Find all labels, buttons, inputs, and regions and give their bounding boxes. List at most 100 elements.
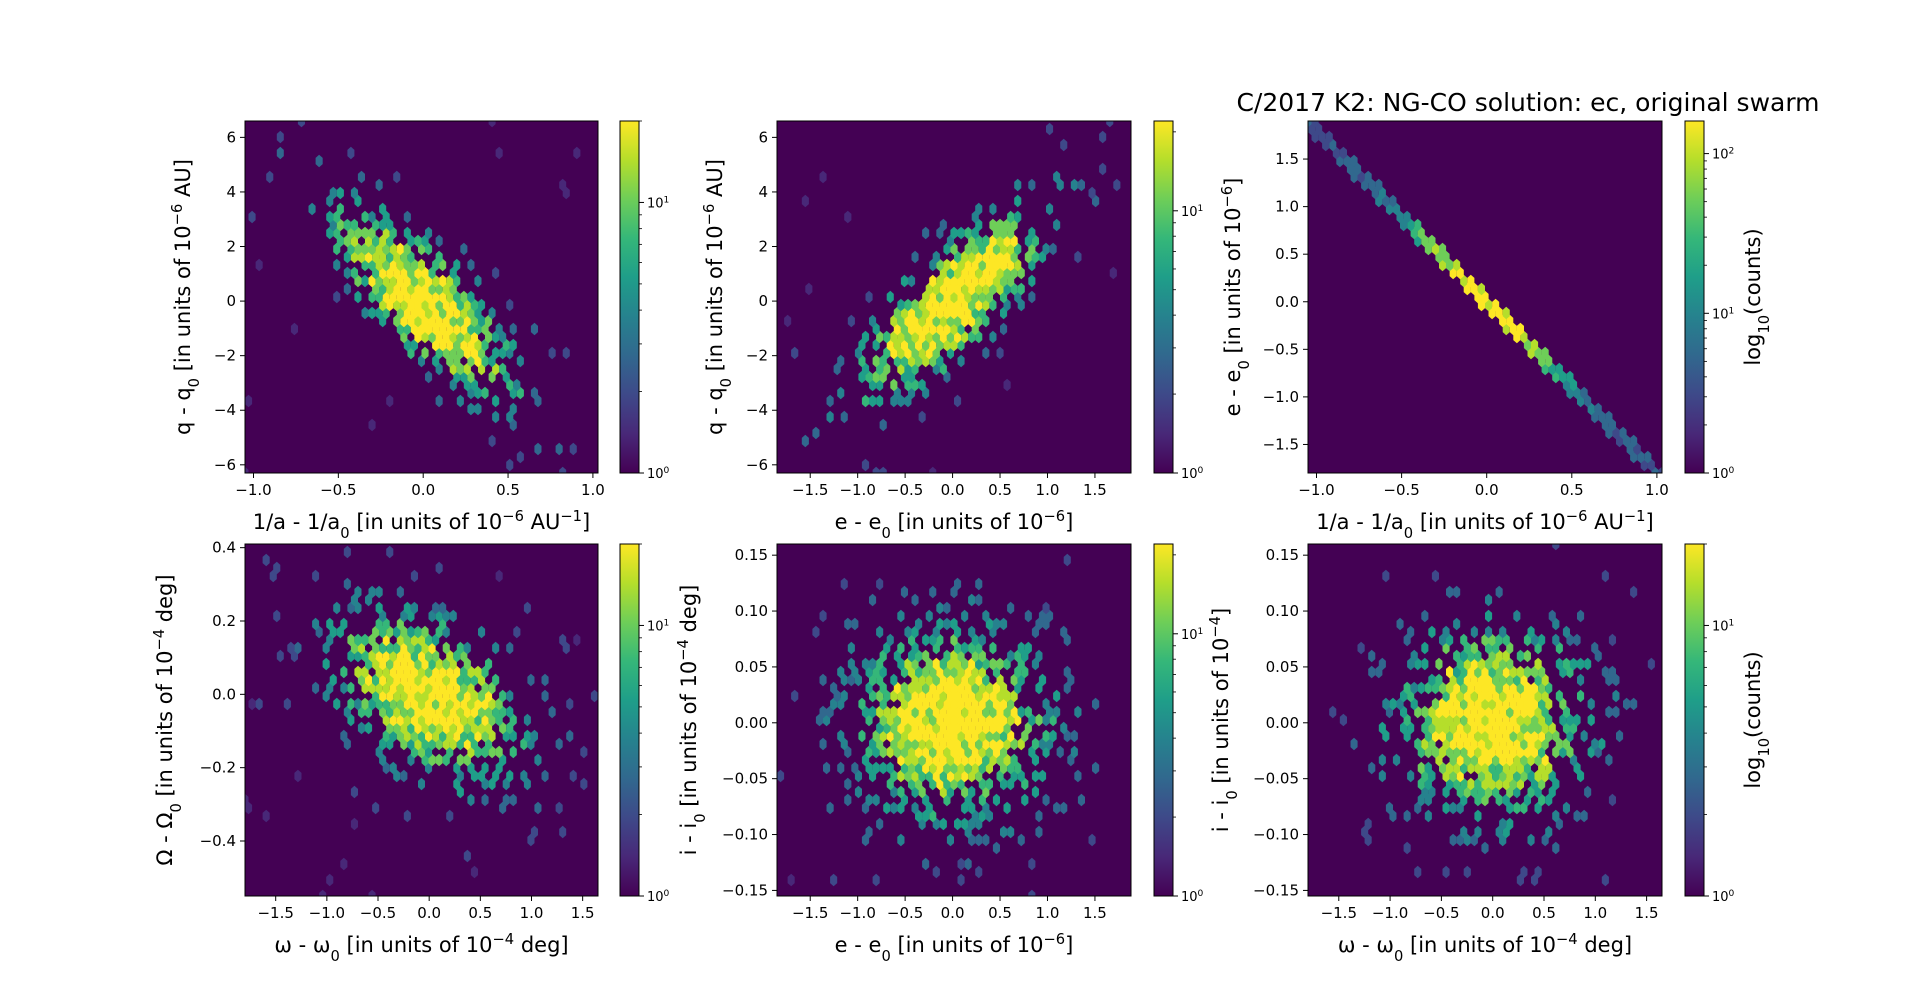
hexbin-cell [485, 314, 493, 328]
hexbin-cell [915, 809, 923, 823]
hexbin-cell [1035, 713, 1043, 727]
hexbin-cell [961, 689, 969, 703]
hexbin-cell [1474, 809, 1482, 823]
hexbin-cell [1555, 657, 1563, 671]
hexbin-cell [1555, 689, 1563, 703]
hexbin-cell [992, 258, 1000, 272]
hexbin-cell [1028, 857, 1036, 871]
hexbin-cell [908, 761, 916, 775]
y-tick-label: 0.0 [1275, 293, 1299, 311]
hexbin-cell [407, 625, 415, 639]
hexbin-cell [435, 625, 443, 639]
hexbin-cell [968, 282, 976, 296]
colorbar-tick-label: 100 [1181, 889, 1204, 905]
hexbin-cell [393, 657, 401, 671]
hexbin-cell [407, 705, 415, 719]
hexbin-cell [492, 410, 500, 424]
hexbin-cell [1481, 697, 1489, 711]
hexbin-cell [509, 418, 517, 432]
hexbin-cell [354, 665, 362, 679]
hexbin-cell [1474, 729, 1482, 743]
hexbin-cell [897, 705, 905, 719]
hexbin-cell [908, 713, 916, 727]
hexbin-cell [950, 745, 958, 759]
hexbin-cell [403, 713, 411, 727]
hexbin-cell [1467, 649, 1475, 663]
hexbin-cell [442, 346, 450, 360]
hexbin-cell [989, 298, 997, 312]
hexbin-cell [943, 242, 951, 256]
hexbin-cell [890, 801, 898, 815]
hexbin-cell [481, 697, 489, 711]
hexbin-cell [1566, 633, 1574, 647]
hexbin-cell [826, 410, 834, 424]
hexbin-cell [950, 617, 958, 631]
hexbin-cell [1063, 681, 1071, 695]
hexbin-cell [943, 777, 951, 791]
hexbin-cell [929, 809, 937, 823]
hexbin-cell [1502, 793, 1510, 807]
hexbin-cell [1368, 649, 1376, 663]
hexbin-cell [403, 649, 411, 663]
hexbin-cell [936, 761, 944, 775]
hexbin-cell [340, 857, 348, 871]
hexbin-cell [449, 737, 457, 751]
hexbin-cell [446, 290, 454, 304]
y-tick-label: 4 [226, 183, 236, 201]
hexbin-cell [957, 258, 965, 272]
hexbin-cell [908, 745, 916, 759]
hexbin-cell [954, 266, 962, 280]
hexbin-cell [361, 258, 369, 272]
hexbin-cell [954, 753, 962, 767]
hexbin-cell [1485, 673, 1493, 687]
hexbin-cell [432, 665, 440, 679]
hexbin-cell [432, 649, 440, 663]
hexbin-cell [978, 713, 986, 727]
hexbin-cell [922, 761, 930, 775]
hexbin-cell [326, 194, 334, 208]
hexbin-cell [548, 346, 556, 360]
hexbin-cell [943, 274, 951, 288]
hexbin-cell [495, 569, 503, 583]
hexbin-cell [389, 258, 397, 272]
hexbin-cell [975, 689, 983, 703]
hexbin-cell [1000, 617, 1008, 631]
hexbin-cell [474, 338, 482, 352]
hexbin-cell [432, 338, 440, 352]
hexbin-cell [957, 226, 965, 240]
hexbin-cell [1431, 569, 1439, 583]
hexbin-cells [245, 545, 598, 896]
hexbin-cell [971, 290, 979, 304]
hexbin-cell [918, 673, 926, 687]
x-axis-label: e - e0 [in units of 10−6] [835, 931, 1074, 965]
hexbin-cell [407, 609, 415, 623]
hexbin-cell [1531, 681, 1539, 695]
hexbin-cell [368, 649, 376, 663]
hexbin-cell [456, 394, 464, 408]
hexbin-cell [915, 617, 923, 631]
hexbin-cell [502, 729, 510, 743]
hexbin-cell [929, 729, 937, 743]
hexbin-cell [812, 625, 820, 639]
hexbin-cell [1502, 825, 1510, 839]
hexbin-cell [1531, 729, 1539, 743]
hexbin-cell [1042, 601, 1050, 615]
hexbin-cell [400, 737, 408, 751]
hexbin-cell [449, 266, 457, 280]
hexbin-cell [1541, 721, 1549, 735]
subplot-6: −1.5 −1.0 −0.5 0.0 0.5 1.0 1.5−0.15−0.10−0.050… [1207, 543, 1773, 965]
hexbin-cell [975, 298, 983, 312]
hexbin-cell [904, 705, 912, 719]
hexbin-cell [1555, 737, 1563, 751]
hexbin-cell [908, 729, 916, 743]
hexbin-cell [421, 346, 429, 360]
hexbin-cell [474, 402, 482, 416]
hexbin-cell [897, 753, 905, 767]
hexbin-cell [968, 721, 976, 735]
hexbin-cell [1506, 314, 1514, 328]
hexbin-cell [1028, 713, 1036, 727]
hexbin-cell [1060, 801, 1068, 815]
hexbin-cell [950, 274, 958, 288]
hexbin-cell [513, 625, 521, 639]
hexbin-cell [1053, 218, 1061, 232]
